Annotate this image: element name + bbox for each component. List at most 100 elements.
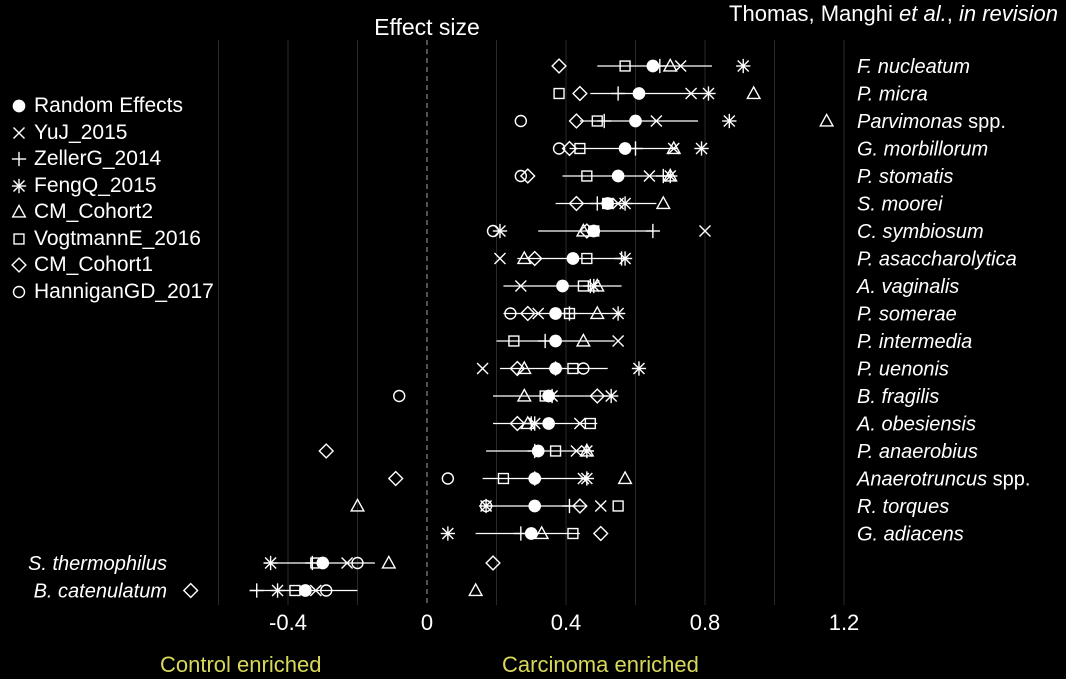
x-marker xyxy=(309,584,322,597)
filled-circle-icon xyxy=(12,99,26,113)
triangle-marker xyxy=(349,497,366,512)
random-effects-point xyxy=(542,389,555,403)
asterisk-marker xyxy=(663,168,678,184)
circle-marker xyxy=(514,114,528,128)
citation-authors: Thomas, Manghi xyxy=(729,1,893,26)
asterisk-marker xyxy=(694,141,709,156)
species-row: G. adiacens xyxy=(440,524,964,546)
square-marker xyxy=(577,280,590,292)
triangle-marker xyxy=(516,250,532,265)
diamond-marker xyxy=(572,498,588,514)
legend-item-fengq-2015: FengQ_2015 xyxy=(8,173,214,200)
random-effects-point xyxy=(587,224,601,238)
citation: Thomas, Manghi et al., in revision xyxy=(729,1,1058,27)
x-marker xyxy=(476,362,489,375)
triangle-marker xyxy=(746,85,762,100)
legend-symbol xyxy=(13,233,25,245)
triangle-marker xyxy=(381,554,397,569)
square-marker xyxy=(584,417,596,430)
species-label: R. torques xyxy=(857,496,949,518)
diamond-marker xyxy=(485,555,501,571)
random-effects-point xyxy=(549,334,562,348)
diamond-marker xyxy=(387,470,404,487)
x-tick-label: -0.4 xyxy=(269,610,307,635)
x-marker xyxy=(594,500,607,512)
species-label: P. asaccharolytica xyxy=(857,249,1017,271)
triangle-marker xyxy=(589,277,605,292)
species-label: S. moorei xyxy=(857,194,943,216)
species-label: P. intermedia xyxy=(857,331,972,353)
species-label: A. vaginalis xyxy=(856,276,959,298)
legend-label: YuJ_2015 xyxy=(34,120,128,144)
triangle-marker xyxy=(516,360,532,375)
legend-label: ZellerG_2014 xyxy=(34,147,162,170)
asterisk-marker xyxy=(617,251,633,266)
square-marker xyxy=(549,445,562,457)
triangle-marker xyxy=(468,582,484,597)
species-row: P. asaccharolytica xyxy=(493,249,1017,271)
circle-marker xyxy=(479,499,493,513)
square-marker xyxy=(563,307,576,320)
diamond-marker xyxy=(568,195,585,212)
species-row: Parvimonas spp. xyxy=(514,111,1006,133)
legend-label: CM_Cohort2 xyxy=(34,200,154,223)
random-effects-point xyxy=(632,87,646,100)
legend-symbol xyxy=(12,99,26,113)
x-tick-label: 0.4 xyxy=(551,610,582,635)
legend-item-cm-cohort2: CM_Cohort2 xyxy=(8,199,214,226)
triangle-marker xyxy=(655,195,671,210)
species-label: B. fragilis xyxy=(857,386,939,408)
triangle-marker xyxy=(662,167,678,182)
diamond-marker-icon xyxy=(11,257,27,274)
legend-label: CM_Cohort1 xyxy=(34,253,154,276)
legend-item-yuj-2015: YuJ_2015 xyxy=(8,120,214,147)
species-label: S. thermophilus xyxy=(28,553,167,575)
legend-symbol xyxy=(12,285,26,298)
diamond-marker xyxy=(182,582,199,599)
species-label: A. obesiensis xyxy=(856,414,976,436)
legend-label: FengQ_2015 xyxy=(34,173,157,197)
circle-marker xyxy=(552,142,566,155)
species-row: P. somerae xyxy=(503,304,957,326)
random-effects-point xyxy=(528,472,542,485)
species-row: S. moorei xyxy=(555,194,943,216)
asterisk-marker xyxy=(263,555,278,571)
asterisk-marker xyxy=(617,196,633,211)
x-marker xyxy=(570,445,583,457)
square-marker xyxy=(619,60,631,72)
circle-marker-icon xyxy=(12,285,26,298)
legend-item-vogtmanne-2016: VogtmannE_2016 xyxy=(8,226,214,253)
circle-marker xyxy=(393,389,406,403)
species-label: P. anaerobius xyxy=(857,441,978,463)
legend-label: Random Effects xyxy=(34,94,184,117)
plus-marker xyxy=(562,498,577,514)
square-marker-icon xyxy=(13,233,25,245)
square-marker xyxy=(612,500,624,512)
x-marker xyxy=(341,557,354,569)
species-row: P. intermedia xyxy=(496,331,972,353)
random-effects-point xyxy=(549,307,562,320)
circle-marker xyxy=(504,307,517,320)
species-label: P. uenonis xyxy=(857,359,949,381)
x-tick-label: 0.8 xyxy=(690,610,721,635)
x-tick-label: 1.2 xyxy=(829,610,860,635)
plus-marker xyxy=(610,86,626,101)
species-row: F. nucleatum xyxy=(551,56,970,78)
species-label: P. stomatis xyxy=(857,166,953,188)
species-label: B. catenulatum xyxy=(34,581,167,603)
species-label: G. morbillorum xyxy=(857,139,988,161)
x-marker xyxy=(514,280,527,292)
diamond-marker xyxy=(568,113,585,129)
diamond-marker xyxy=(509,415,526,432)
random-effects-point xyxy=(566,252,580,265)
diamond-marker xyxy=(561,140,578,157)
diamond-marker xyxy=(519,305,536,322)
x-marker xyxy=(650,115,663,127)
species-row: B. fragilis xyxy=(393,386,939,408)
triangle-marker xyxy=(589,305,605,320)
random-effects-point xyxy=(646,59,660,73)
species-label: P. somerae xyxy=(857,304,957,326)
triangle-marker xyxy=(617,470,633,485)
species-row: C. symbiosum xyxy=(486,221,984,243)
asterisk-marker xyxy=(701,86,716,101)
